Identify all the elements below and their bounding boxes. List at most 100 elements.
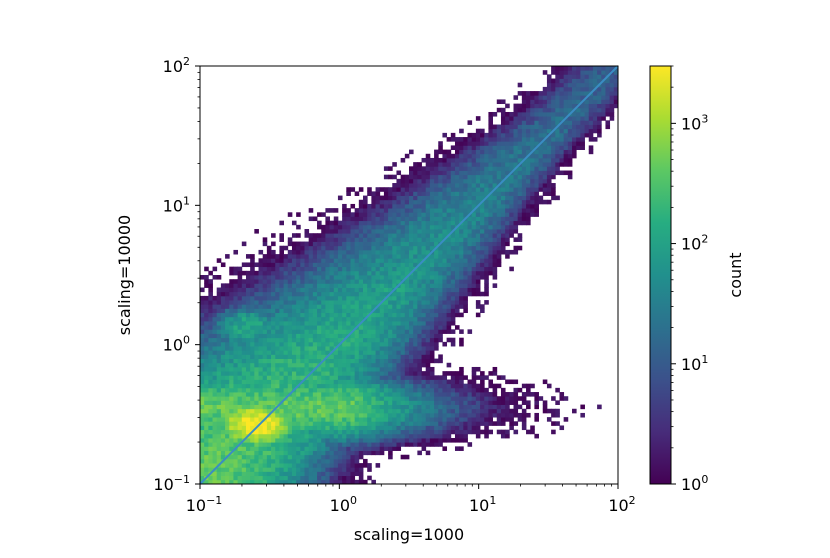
heatmap-cell	[300, 400, 305, 405]
heatmap-cell	[551, 66, 556, 71]
heatmap-cell	[233, 266, 239, 272]
heatmap-cell	[413, 275, 418, 280]
heatmap-cell	[229, 350, 234, 355]
heatmap-cell	[496, 149, 502, 155]
heatmap-cell	[551, 412, 556, 418]
heatmap-cell	[417, 350, 422, 355]
heatmap-cell	[413, 191, 418, 196]
heatmap-cell	[300, 417, 305, 422]
heatmap-cell	[580, 120, 585, 125]
heatmap-cell	[237, 479, 243, 484]
heatmap-cell	[417, 191, 422, 196]
heatmap-cell	[438, 392, 443, 397]
heatmap-cell	[212, 475, 218, 481]
heatmap-cell	[229, 291, 234, 297]
heatmap-cell	[484, 187, 489, 192]
heatmap-cell	[337, 400, 343, 405]
heatmap-cell	[275, 438, 280, 443]
heatmap-cell	[308, 308, 314, 314]
heatmap-cell	[291, 396, 297, 401]
heatmap-cell	[204, 467, 209, 472]
heatmap-cell	[271, 291, 276, 297]
heatmap-cell	[279, 266, 284, 272]
heatmap-cell	[404, 329, 410, 334]
heatmap-cell	[229, 392, 234, 397]
heatmap-cell	[388, 270, 393, 276]
heatmap-cell	[241, 270, 247, 276]
heatmap-cell	[204, 279, 209, 284]
heatmap-cell	[446, 254, 452, 259]
heatmap-cell	[488, 120, 493, 125]
heatmap-cell	[229, 429, 234, 435]
heatmap-cell	[505, 412, 510, 418]
heatmap-cell	[421, 287, 427, 293]
heatmap-cell	[363, 254, 368, 259]
heatmap-cell	[279, 362, 284, 368]
heatmap-cell	[396, 438, 402, 443]
heatmap-cell	[517, 404, 523, 410]
heatmap-cell	[333, 438, 339, 443]
heatmap-cell	[388, 203, 393, 209]
heatmap-cell	[367, 379, 372, 385]
heatmap-cell	[425, 291, 431, 297]
heatmap-cell	[488, 379, 493, 385]
heatmap-cell	[438, 358, 443, 364]
heatmap-cell	[572, 141, 577, 146]
heatmap-cell	[308, 392, 314, 397]
heatmap-cell	[413, 383, 418, 389]
heatmap-cell	[354, 375, 360, 380]
heatmap-cell	[266, 471, 272, 477]
heatmap-cell	[400, 249, 406, 255]
heatmap-cell	[546, 82, 552, 88]
heatmap-cell	[480, 266, 485, 272]
heatmap-cell	[262, 283, 268, 288]
heatmap-cell	[287, 438, 293, 443]
heatmap-cell	[379, 224, 385, 230]
heatmap-cell	[517, 174, 523, 180]
heatmap-cell	[425, 308, 431, 314]
heatmap-cell	[283, 467, 289, 472]
heatmap-cell	[333, 279, 339, 284]
heatmap-cell	[346, 375, 351, 380]
heatmap-cell	[555, 99, 560, 105]
heatmap-cell	[396, 241, 402, 247]
heatmap-cell	[254, 400, 259, 405]
heatmap-cell	[300, 295, 305, 301]
heatmap-cell	[363, 404, 368, 410]
heatmap-cell	[212, 446, 218, 451]
heatmap-cell	[513, 199, 519, 205]
heatmap-cell	[417, 438, 422, 443]
heatmap-cell	[505, 203, 510, 209]
heatmap-cell	[367, 262, 372, 268]
heatmap-cell	[241, 383, 247, 389]
heatmap-cell	[279, 408, 284, 414]
heatmap-cell	[400, 333, 406, 339]
heatmap-cell	[392, 421, 397, 426]
heatmap-cell	[350, 187, 356, 192]
heatmap-cell	[317, 417, 322, 422]
heatmap-cell	[333, 241, 339, 247]
heatmap-cell	[229, 266, 234, 272]
heatmap-cell	[266, 404, 272, 410]
heatmap-cell	[446, 137, 452, 142]
heatmap-cell	[342, 329, 347, 334]
heatmap-cell	[513, 216, 519, 222]
heatmap-cell	[275, 371, 280, 376]
heatmap-cell	[329, 275, 335, 280]
heatmap-cell	[241, 412, 247, 418]
heatmap-cell	[333, 446, 339, 451]
heatmap-cell	[488, 383, 493, 389]
heatmap-cell	[517, 145, 523, 150]
heatmap-cell	[542, 162, 548, 167]
heatmap-cell	[266, 383, 272, 389]
heatmap-cell	[346, 463, 351, 468]
heatmap-cell	[350, 220, 356, 226]
heatmap-cell	[245, 316, 251, 322]
heatmap-cell	[200, 387, 205, 393]
heatmap-cell	[216, 383, 222, 389]
heatmap-cell	[459, 304, 464, 309]
heatmap-cell	[291, 320, 297, 326]
heatmap-cell	[204, 446, 209, 451]
heatmap-cell	[500, 212, 506, 217]
